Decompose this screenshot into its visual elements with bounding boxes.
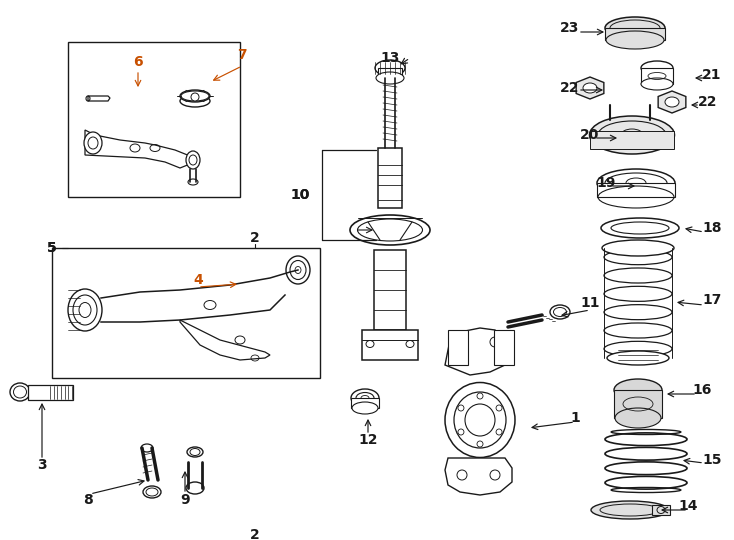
Bar bbox=[52, 248, 320, 378]
Ellipse shape bbox=[597, 169, 675, 197]
Ellipse shape bbox=[143, 486, 161, 498]
Text: 22: 22 bbox=[560, 81, 580, 95]
Ellipse shape bbox=[602, 240, 674, 256]
Ellipse shape bbox=[351, 389, 379, 407]
Text: 6: 6 bbox=[133, 55, 143, 69]
Polygon shape bbox=[658, 91, 686, 113]
Ellipse shape bbox=[186, 151, 200, 169]
Text: 10: 10 bbox=[291, 188, 310, 202]
Polygon shape bbox=[180, 320, 270, 360]
Text: 2: 2 bbox=[250, 528, 260, 540]
Text: 13: 13 bbox=[380, 51, 400, 65]
Bar bbox=[448, 330, 468, 365]
Text: 7: 7 bbox=[237, 48, 247, 62]
Bar bbox=[374, 250, 406, 330]
Ellipse shape bbox=[191, 93, 199, 101]
Text: 1: 1 bbox=[570, 411, 580, 425]
Ellipse shape bbox=[665, 97, 679, 107]
Bar bbox=[494, 330, 514, 365]
Text: 9: 9 bbox=[180, 493, 190, 507]
Ellipse shape bbox=[68, 289, 102, 331]
Bar bbox=[28, 385, 73, 400]
Bar bbox=[605, 28, 665, 40]
Text: 5: 5 bbox=[47, 241, 57, 255]
Ellipse shape bbox=[350, 215, 430, 245]
Bar bbox=[652, 505, 670, 515]
Ellipse shape bbox=[605, 17, 665, 39]
Text: 20: 20 bbox=[581, 128, 600, 142]
Bar bbox=[597, 183, 675, 197]
Polygon shape bbox=[85, 130, 195, 168]
Ellipse shape bbox=[84, 132, 102, 154]
Bar bbox=[351, 398, 379, 408]
Text: 12: 12 bbox=[358, 433, 378, 447]
Ellipse shape bbox=[607, 351, 669, 365]
Text: 4: 4 bbox=[193, 273, 203, 287]
Ellipse shape bbox=[614, 379, 662, 401]
Ellipse shape bbox=[352, 402, 378, 414]
Text: 11: 11 bbox=[581, 296, 600, 310]
Text: 5: 5 bbox=[47, 241, 57, 255]
Ellipse shape bbox=[286, 256, 310, 284]
Bar bbox=[614, 390, 662, 418]
Ellipse shape bbox=[187, 447, 203, 457]
Ellipse shape bbox=[606, 31, 664, 49]
Text: 8: 8 bbox=[83, 493, 93, 507]
Ellipse shape bbox=[141, 444, 153, 452]
Text: 23: 23 bbox=[560, 21, 580, 35]
Text: 14: 14 bbox=[678, 499, 698, 513]
Text: 19: 19 bbox=[596, 176, 616, 190]
Ellipse shape bbox=[180, 95, 210, 107]
Bar bbox=[362, 330, 418, 360]
Text: 21: 21 bbox=[702, 68, 722, 82]
Ellipse shape bbox=[591, 501, 669, 519]
Ellipse shape bbox=[583, 83, 597, 93]
Ellipse shape bbox=[375, 60, 405, 76]
Text: 15: 15 bbox=[702, 453, 722, 467]
Text: 17: 17 bbox=[702, 293, 722, 307]
Bar bbox=[378, 148, 402, 208]
Text: 2: 2 bbox=[250, 231, 260, 245]
Text: 16: 16 bbox=[692, 383, 712, 397]
Bar bbox=[641, 68, 673, 84]
Polygon shape bbox=[576, 77, 604, 99]
Text: 18: 18 bbox=[702, 221, 722, 235]
Ellipse shape bbox=[376, 72, 404, 84]
Text: 10: 10 bbox=[291, 188, 310, 202]
Ellipse shape bbox=[589, 116, 675, 154]
Polygon shape bbox=[445, 458, 512, 495]
Text: 3: 3 bbox=[37, 458, 47, 472]
Text: 22: 22 bbox=[698, 95, 718, 109]
Bar bbox=[68, 42, 240, 197]
Ellipse shape bbox=[550, 305, 570, 319]
Ellipse shape bbox=[641, 78, 673, 90]
Ellipse shape bbox=[180, 90, 210, 102]
Polygon shape bbox=[445, 328, 508, 375]
Ellipse shape bbox=[10, 383, 30, 401]
Ellipse shape bbox=[641, 61, 673, 75]
Ellipse shape bbox=[445, 382, 515, 457]
Bar bbox=[378, 68, 402, 78]
Ellipse shape bbox=[181, 91, 209, 101]
Ellipse shape bbox=[615, 408, 661, 428]
Bar bbox=[590, 131, 674, 149]
Ellipse shape bbox=[186, 482, 204, 494]
Ellipse shape bbox=[601, 218, 679, 238]
